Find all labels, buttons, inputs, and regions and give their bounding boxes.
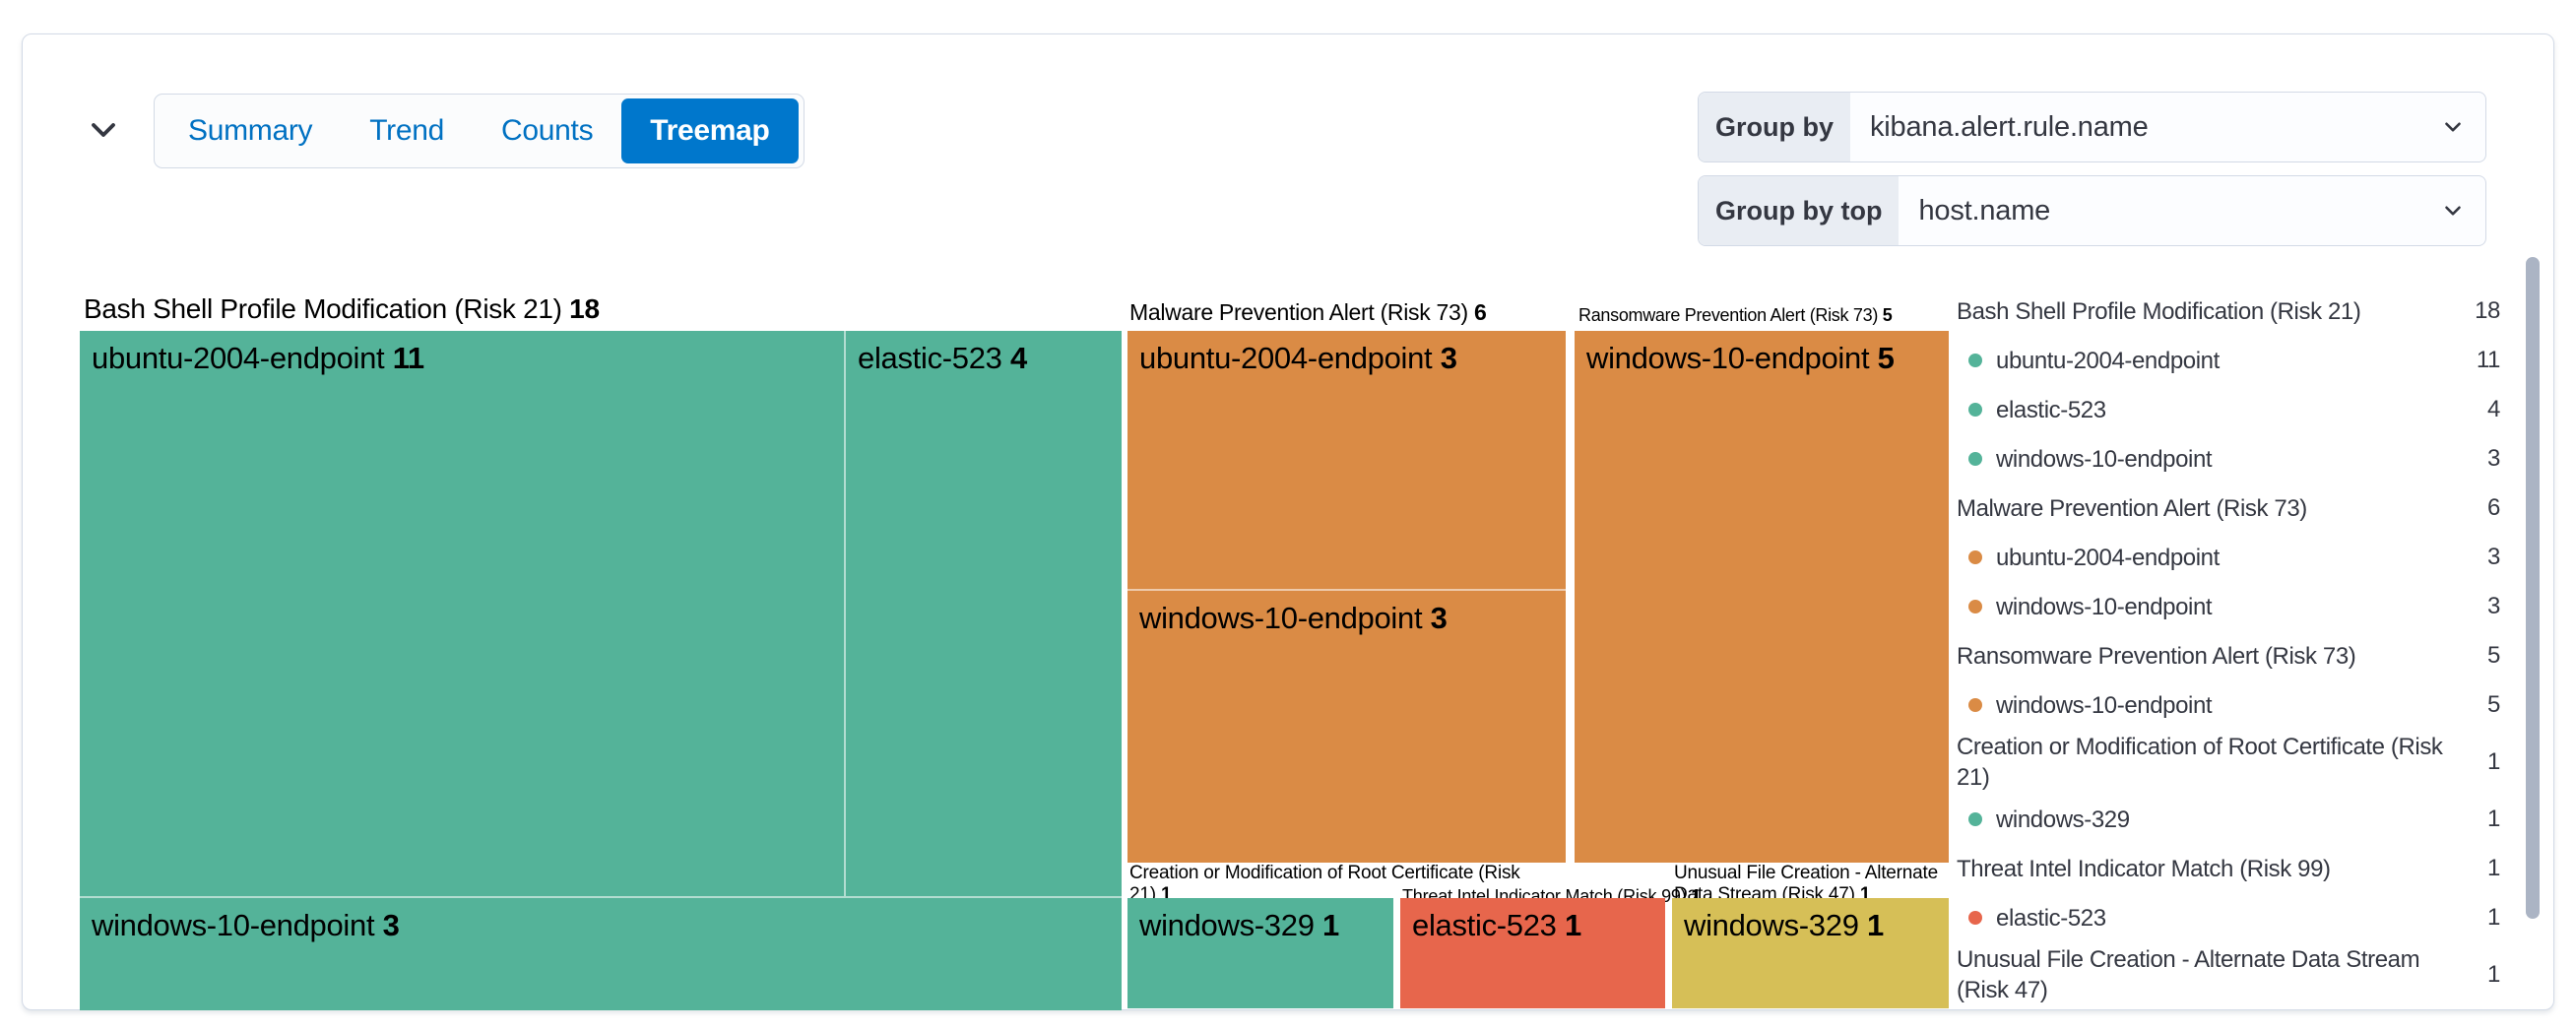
legend-label: ubuntu-2004-endpoint <box>1996 347 2220 374</box>
legend-host-row[interactable]: elastic-523 1 <box>1957 893 2500 942</box>
legend-count: 5 <box>2487 691 2500 718</box>
legend-rule-row[interactable]: Ransomware Prevention Alert (Risk 73) 5 <box>1957 631 2500 680</box>
treemap-cell-malware-ubuntu-2004-endpoint[interactable]: ubuntu-2004-endpoint 3 <box>1139 341 1457 375</box>
tab-counts[interactable]: Counts <box>473 99 621 162</box>
treemap-cell-bash-windows-10-endpoint[interactable]: windows-10-endpoint 3 <box>80 896 1122 1010</box>
tab-treemap[interactable]: Treemap <box>621 98 799 163</box>
legend-count: 4 <box>2487 396 2500 422</box>
legend-color-dot <box>1968 354 1982 367</box>
legend-count: 1 <box>2487 961 2500 988</box>
legend-label: elastic-523 <box>1996 396 2106 423</box>
legend-count: 1 <box>2487 904 2500 931</box>
legend-host-row[interactable]: ubuntu-2004-endpoint 3 <box>1957 533 2500 582</box>
treemap-group-unusual-file: windows-329 1 <box>1672 898 1949 1008</box>
legend-label: windows-10-endpoint <box>1996 691 2213 719</box>
chevron-down-icon <box>2440 93 2485 161</box>
legend-rule-row[interactable]: Threat Intel Indicator Match (Risk 99) 1 <box>1957 844 2500 893</box>
treemap-group-ransomware: windows-10-endpoint 5 <box>1575 331 1949 863</box>
treemap-group-bash: ubuntu-2004-endpoint 11 elastic-523 4 wi… <box>80 331 1122 1010</box>
legend-host-row[interactable]: windows-10-endpoint 3 <box>1957 582 2500 631</box>
group-by-top-select[interactable]: Group by top host.name <box>1698 175 2486 246</box>
treemap-cell-threat-intel-elastic-523[interactable]: elastic-523 1 <box>1412 908 1581 942</box>
tab-summary[interactable]: Summary <box>160 99 341 162</box>
legend-count: 6 <box>2487 494 2500 521</box>
legend-rule-row[interactable]: Creation or Modification of Root Certifi… <box>1957 730 2500 795</box>
treemap-legend: Bash Shell Profile Modification (Risk 21… <box>1957 287 2500 1007</box>
legend-color-dot <box>1968 600 1982 613</box>
treemap-group-header-ransomware: Ransomware Prevention Alert (Risk 73) 5 <box>1578 305 1893 325</box>
legend-rule-row[interactable]: Malware Prevention Alert (Risk 73) 6 <box>1957 484 2500 533</box>
treemap-group-header-malware: Malware Prevention Alert (Risk 73) 6 <box>1129 299 1487 325</box>
treemap-cell-bash-elastic-523[interactable]: elastic-523 4 <box>844 331 1122 896</box>
treemap-cell-malware-windows-10-endpoint[interactable]: windows-10-endpoint 3 <box>1127 589 1566 863</box>
view-selector-tab-group: Summary Trend Counts Treemap <box>154 94 805 168</box>
legend-host-row[interactable]: elastic-523 4 <box>1957 385 2500 434</box>
legend-label: Ransomware Prevention Alert (Risk 73) <box>1957 642 2356 670</box>
treemap-group-malware: ubuntu-2004-endpoint 3 windows-10-endpoi… <box>1127 331 1566 863</box>
legend-count: 11 <box>2476 347 2501 373</box>
legend-label: Malware Prevention Alert (Risk 73) <box>1957 494 2307 522</box>
legend-color-dot <box>1968 452 1982 466</box>
legend-count: 3 <box>2487 593 2500 619</box>
legend-color-dot <box>1968 550 1982 564</box>
legend-count: 3 <box>2487 445 2500 472</box>
legend-host-row[interactable]: windows-329 1 <box>1957 795 2500 844</box>
legend-label: windows-10-endpoint <box>1996 445 2213 473</box>
legend-rule-row[interactable]: Unusual File Creation - Alternate Data S… <box>1957 942 2500 1007</box>
legend-host-row[interactable]: windows-10-endpoint 5 <box>1957 680 2500 730</box>
group-by-top-value: host.name <box>1918 194 2051 226</box>
legend-count: 18 <box>2475 297 2500 324</box>
legend-scrollbar-thumb[interactable] <box>2526 257 2540 919</box>
legend-label: Creation or Modification of Root Certifi… <box>1957 734 2443 791</box>
legend-count: 1 <box>2487 806 2500 832</box>
legend-label: ubuntu-2004-endpoint <box>1996 544 2220 571</box>
legend-host-row[interactable]: ubuntu-2004-endpoint 11 <box>1957 336 2500 385</box>
legend-label: windows-10-endpoint <box>1996 593 2213 620</box>
group-by-label: Group by <box>1699 93 1850 161</box>
legend-host-row[interactable]: windows-10-endpoint 3 <box>1957 434 2500 484</box>
alerts-panel: Summary Trend Counts Treemap Group by ki… <box>22 33 2554 1010</box>
treemap-group-header-bash: Bash Shell Profile Modification (Risk 21… <box>84 293 600 324</box>
treemap-cell-bash-ubuntu-2004-endpoint[interactable]: ubuntu-2004-endpoint 11 <box>92 341 424 375</box>
tab-trend[interactable]: Trend <box>341 99 473 162</box>
legend-label: Unusual File Creation - Alternate Data S… <box>1957 946 2420 1003</box>
group-by-select[interactable]: Group by kibana.alert.rule.name <box>1698 92 2486 162</box>
group-by-top-label: Group by top <box>1699 176 1900 245</box>
treemap-group-threat-intel: elastic-523 1 <box>1400 898 1665 1008</box>
alerts-treemap-chart: Bash Shell Profile Modification (Risk 21… <box>80 286 1949 1011</box>
treemap-group-root-certificate: windows-329 1 <box>1127 898 1393 1008</box>
legend-color-dot <box>1968 403 1982 417</box>
legend-label: Bash Shell Profile Modification (Risk 21… <box>1957 297 2361 325</box>
legend-count: 1 <box>2487 855 2500 881</box>
treemap-cell-root-certificate-windows-329[interactable]: windows-329 1 <box>1139 908 1339 942</box>
legend-count: 3 <box>2487 544 2500 570</box>
legend-color-dot <box>1968 698 1982 712</box>
chevron-down-icon <box>88 114 119 149</box>
group-by-value: kibana.alert.rule.name <box>1870 110 2149 143</box>
legend-label: elastic-523 <box>1996 904 2106 932</box>
chevron-down-icon <box>2440 176 2485 245</box>
collapse-section-button[interactable] <box>80 107 127 155</box>
legend-label: windows-329 <box>1996 806 2130 833</box>
legend-label: Threat Intel Indicator Match (Risk 99) <box>1957 855 2331 882</box>
legend-color-dot <box>1968 911 1982 925</box>
legend-rule-row[interactable]: Bash Shell Profile Modification (Risk 21… <box>1957 287 2500 336</box>
legend-count: 5 <box>2487 642 2500 669</box>
legend-color-dot <box>1968 812 1982 826</box>
treemap-cell-ransomware-windows-10-endpoint[interactable]: windows-10-endpoint 5 <box>1586 341 1895 375</box>
legend-count: 1 <box>2487 748 2500 775</box>
treemap-cell-unusual-file-windows-329[interactable]: windows-329 1 <box>1684 908 1884 942</box>
